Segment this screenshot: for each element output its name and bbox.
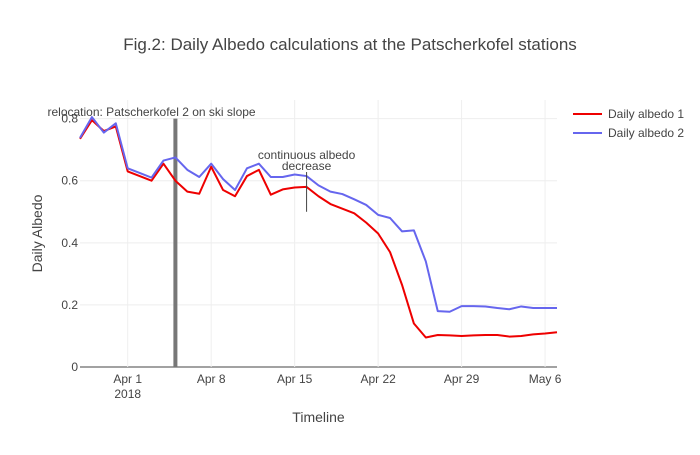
y-tick-label: 0.2	[61, 298, 78, 312]
annotation-text-1: relocation: Patscherkofel 2 on ski slope	[47, 105, 255, 119]
x-tick-label: May 6	[529, 372, 562, 386]
annotations: relocation: Patscherkofel 2 on ski slope…	[47, 105, 356, 212]
series-line-1	[79, 119, 558, 339]
x-tick-label: Apr 29	[444, 372, 480, 386]
x-axis-title: Timeline	[292, 409, 345, 425]
x-tick-sublabel: 2018	[114, 387, 141, 401]
y-axis-ticks: 0 0.2 0.4 0.6 0.8	[61, 112, 78, 374]
legend-item-2[interactable]: Daily albedo 2	[573, 126, 684, 140]
y-tick-label: 0.6	[61, 174, 78, 188]
legend-label: Daily albedo 2	[608, 126, 684, 140]
y-tick-label: 0.8	[61, 112, 78, 126]
chart-title: Fig.2: Daily Albedo calculations at the …	[123, 35, 577, 54]
x-tick-label: Apr 8	[197, 372, 226, 386]
series-line-2	[79, 116, 557, 313]
x-tick-label: Apr 15	[277, 372, 313, 386]
series-lines	[79, 116, 558, 339]
grid-lines	[80, 100, 557, 368]
legend[interactable]: Daily albedo 1 Daily albedo 2	[573, 107, 684, 140]
annotation-text-2: continuous albedo	[258, 148, 356, 162]
legend-label: Daily albedo 1	[608, 107, 684, 121]
y-axis-title: Daily Albedo	[29, 194, 45, 272]
y-tick-label: 0.4	[61, 236, 78, 250]
annotation-text-2: decrease	[282, 159, 332, 173]
x-tick-label: Apr 22	[360, 372, 396, 386]
legend-item-1[interactable]: Daily albedo 1	[573, 107, 684, 121]
y-tick-label: 0	[71, 360, 78, 374]
x-tick-label: Apr 1	[113, 372, 142, 386]
